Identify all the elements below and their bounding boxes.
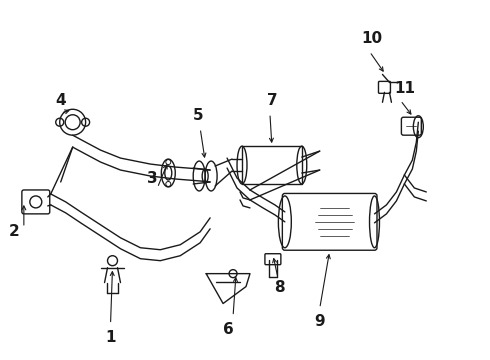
Text: 9: 9 [315,314,325,329]
Text: 4: 4 [55,93,66,108]
Text: 3: 3 [147,171,158,185]
Text: 10: 10 [361,31,382,46]
Text: 1: 1 [105,330,116,345]
Text: 5: 5 [193,108,203,123]
Text: 2: 2 [8,224,19,239]
Text: 7: 7 [267,93,277,108]
Text: 11: 11 [394,81,415,96]
Text: 6: 6 [222,322,233,337]
Text: 8: 8 [274,280,285,295]
